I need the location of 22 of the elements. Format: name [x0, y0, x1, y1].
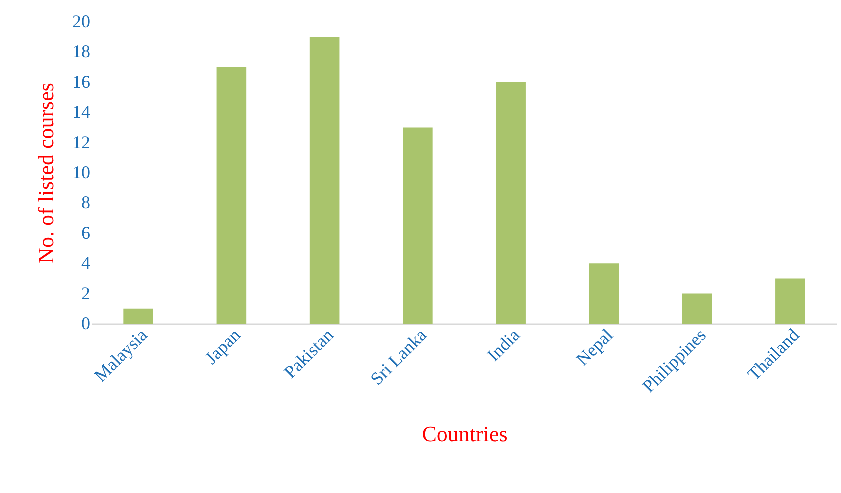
y-tick-label: 8 — [82, 192, 90, 213]
bar — [496, 82, 526, 324]
y-tick-label: 0 — [82, 314, 90, 334]
bar — [216, 67, 247, 324]
y-tick-label: 10 — [72, 162, 90, 182]
y-tick-label: 20 — [72, 12, 90, 32]
bar — [589, 264, 620, 324]
bar — [682, 294, 712, 324]
y-tick-label: 18 — [72, 42, 90, 62]
y-tick-label: 4 — [82, 253, 90, 274]
y-tick-label: 2 — [82, 283, 90, 304]
y-axis-title: No. of listed courses — [34, 83, 58, 264]
y-tick-label: 12 — [72, 132, 90, 152]
bar — [776, 278, 806, 324]
y-tick-label: 6 — [82, 222, 90, 243]
x-axis-title: Countries — [422, 422, 508, 447]
bar — [403, 128, 433, 324]
bar — [124, 308, 154, 324]
bar — [310, 37, 340, 324]
y-tick-label: 16 — [72, 72, 90, 92]
y-tick-label: 14 — [72, 102, 90, 122]
x-tick-label: India — [483, 325, 524, 366]
